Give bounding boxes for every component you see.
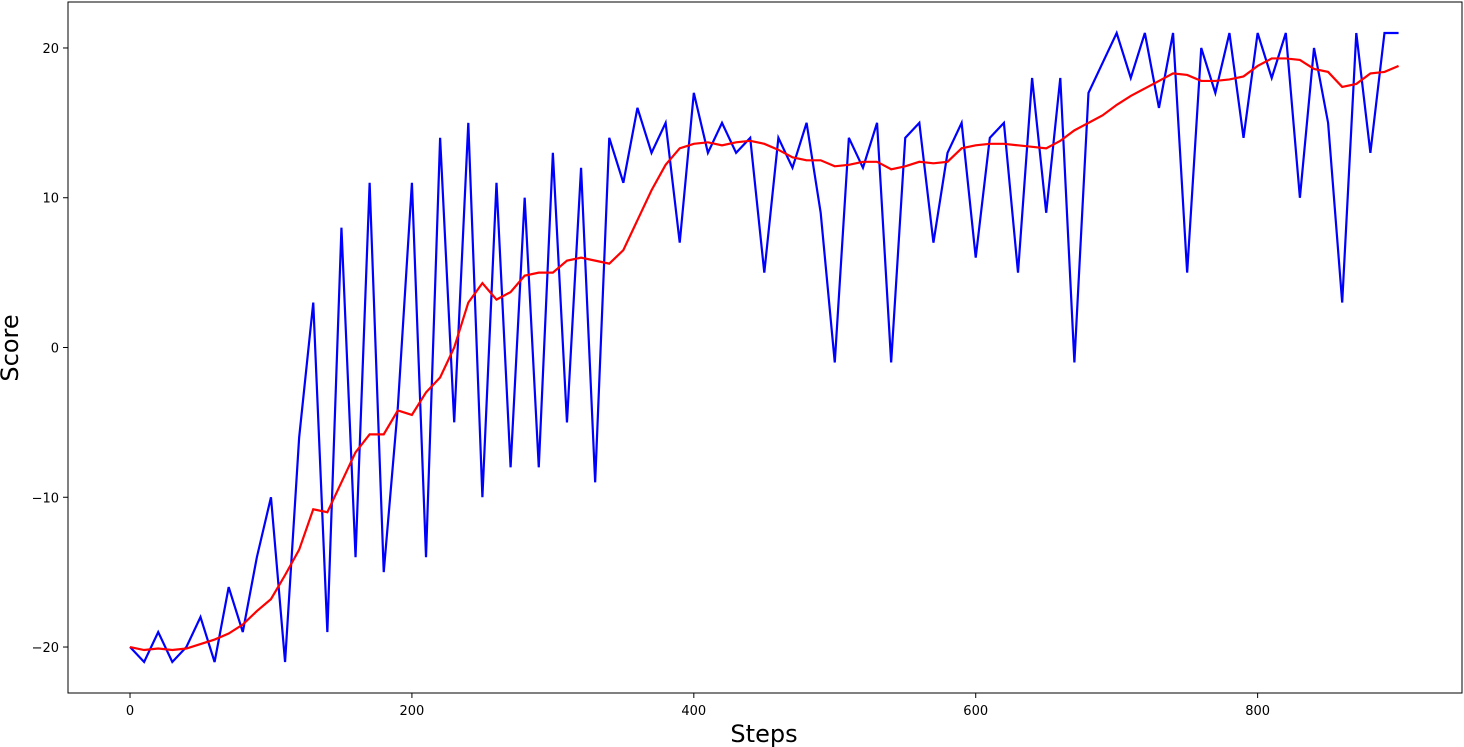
plot-frame <box>67 1 1463 694</box>
x-tick-label: 200 <box>400 704 425 719</box>
x-tick-label: 0 <box>126 704 134 719</box>
y-axis-label: Score <box>0 314 24 381</box>
data-line <box>129 29 1399 664</box>
x-tick-label: 400 <box>681 704 706 719</box>
x-tick-label: 800 <box>1245 704 1270 719</box>
x-axis-label: Steps <box>730 720 797 747</box>
data-line <box>129 57 1400 652</box>
x-tick-label: 600 <box>963 704 988 719</box>
y-tick-label: −10 <box>32 491 59 506</box>
y-tick-label: 0 <box>51 342 59 357</box>
y-tick-label: 20 <box>42 42 59 57</box>
y-tick-label: −20 <box>32 641 59 656</box>
y-tick-label: 10 <box>42 192 59 207</box>
